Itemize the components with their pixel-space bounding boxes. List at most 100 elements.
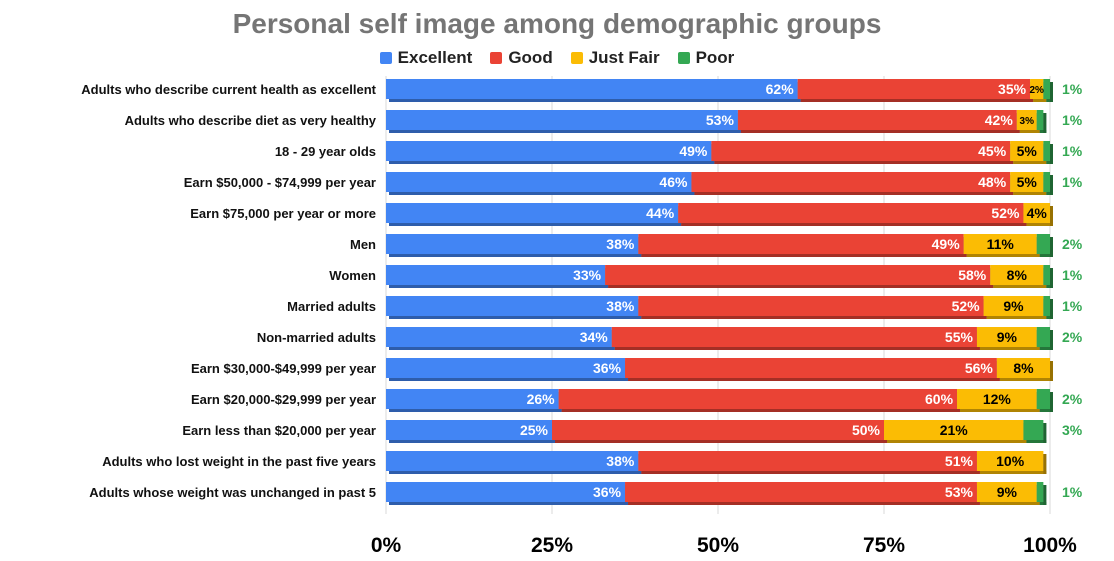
category-label: Earn $30,000-$49,999 per year — [191, 361, 376, 376]
bar-edge — [614, 347, 980, 350]
category-label: Adults whose weight was unchanged in pas… — [89, 485, 376, 500]
legend-swatch — [490, 52, 503, 64]
data-label-poor: 1% — [1062, 174, 1083, 190]
legend-item-good: Good — [490, 48, 553, 68]
bar-edge — [389, 99, 801, 102]
legend-item-excellent: Excellent — [379, 48, 472, 68]
data-label-poor: 3% — [1062, 422, 1083, 438]
bar-edge — [389, 440, 555, 443]
bar-excellent — [386, 451, 639, 471]
bar-excellent — [386, 420, 552, 440]
data-label-poor: 1% — [1062, 267, 1083, 283]
bar-poor — [1043, 296, 1050, 316]
bar-edge — [389, 254, 642, 257]
bar-edge — [389, 285, 609, 288]
bar-edge — [986, 316, 1047, 319]
legend-swatch — [379, 52, 392, 64]
bar-good — [737, 110, 1017, 130]
data-label-just-fair: 4% — [1027, 205, 1048, 221]
bar-edge — [389, 223, 682, 226]
bar-side — [1050, 206, 1053, 226]
data-label-poor: 2% — [1062, 329, 1083, 345]
bar-edge — [1013, 192, 1047, 195]
x-tick-label: 75% — [863, 534, 905, 557]
bar-excellent — [386, 482, 626, 502]
bar-edge — [714, 161, 1014, 164]
bar-poor — [1043, 172, 1050, 192]
legend-label: Good — [508, 48, 553, 67]
data-label-excellent: 34% — [580, 329, 609, 345]
data-label-poor: 1% — [1062, 112, 1083, 128]
bar-good — [638, 296, 984, 316]
bar-poor — [1036, 327, 1050, 347]
bar-edge — [1039, 502, 1047, 505]
bar-excellent — [386, 389, 559, 409]
bar-excellent — [386, 79, 798, 99]
data-label-excellent: 36% — [593, 484, 622, 500]
bar-side — [1050, 268, 1053, 288]
bar-edge — [1046, 285, 1053, 288]
bar-side — [1043, 423, 1047, 443]
bar-good — [552, 420, 884, 440]
bar-edge — [1046, 192, 1053, 195]
data-label-poor: 2% — [1062, 391, 1083, 407]
bar-side — [1050, 82, 1053, 102]
bar-side — [1043, 454, 1047, 474]
data-label-excellent: 53% — [706, 112, 735, 128]
bar-just-fair — [884, 420, 1024, 440]
legend-label: Poor — [695, 48, 735, 67]
bar-edge — [979, 502, 1040, 505]
bar-side — [1050, 299, 1053, 319]
bar-just-fair — [990, 265, 1044, 285]
data-label-good: 45% — [978, 143, 1007, 159]
bar-edge — [389, 409, 562, 412]
bar-good — [638, 451, 977, 471]
bar-side — [1050, 144, 1053, 164]
data-label-just-fair: 2% — [1029, 85, 1044, 96]
bar-edge — [608, 285, 994, 288]
bar-side — [1043, 113, 1047, 133]
bar-edge — [979, 471, 1047, 474]
data-label-excellent: 38% — [606, 298, 635, 314]
data-label-excellent: 33% — [573, 267, 602, 283]
data-label-just-fair: 11% — [987, 236, 1015, 252]
data-label-just-fair: 10% — [996, 453, 1025, 469]
bar-poor — [1043, 141, 1050, 161]
data-label-good: 42% — [985, 112, 1014, 128]
bar-side — [1050, 392, 1053, 412]
bar-edge — [389, 378, 629, 381]
data-label-excellent: 44% — [646, 205, 675, 221]
bar-side — [1050, 175, 1053, 195]
bar-edge — [887, 440, 1027, 443]
data-label-just-fair: 3% — [1020, 116, 1035, 127]
data-label-poor: 1% — [1062, 484, 1083, 500]
data-label-good: 55% — [945, 329, 974, 345]
data-label-just-fair: 9% — [1003, 298, 1024, 314]
data-label-excellent: 38% — [606, 453, 635, 469]
x-tick-label: 25% — [531, 534, 573, 557]
bar-edge — [740, 130, 1020, 133]
bar-edge — [555, 440, 887, 443]
bar-edge — [389, 347, 615, 350]
bar-edge — [1033, 99, 1047, 102]
bar-edge — [1013, 161, 1047, 164]
bar-just-fair — [1010, 172, 1044, 192]
bar-just-fair — [963, 234, 1037, 254]
bar-edge — [389, 192, 695, 195]
bar-edge — [389, 161, 715, 164]
bar-edge — [1039, 409, 1053, 412]
bar-edge — [960, 409, 1040, 412]
bar-excellent — [386, 327, 612, 347]
data-label-excellent: 25% — [520, 422, 549, 438]
bar-good — [691, 172, 1011, 192]
bar-just-fair — [976, 327, 1037, 347]
bar-side — [1050, 237, 1053, 257]
bar-edge — [1039, 254, 1053, 257]
legend-swatch — [677, 52, 690, 64]
bar-side — [1050, 361, 1053, 381]
bar-edge — [389, 471, 642, 474]
bar-poor — [1023, 420, 1044, 440]
bar-poor — [1036, 110, 1044, 130]
bar-good — [605, 265, 991, 285]
data-label-good: 48% — [978, 174, 1007, 190]
